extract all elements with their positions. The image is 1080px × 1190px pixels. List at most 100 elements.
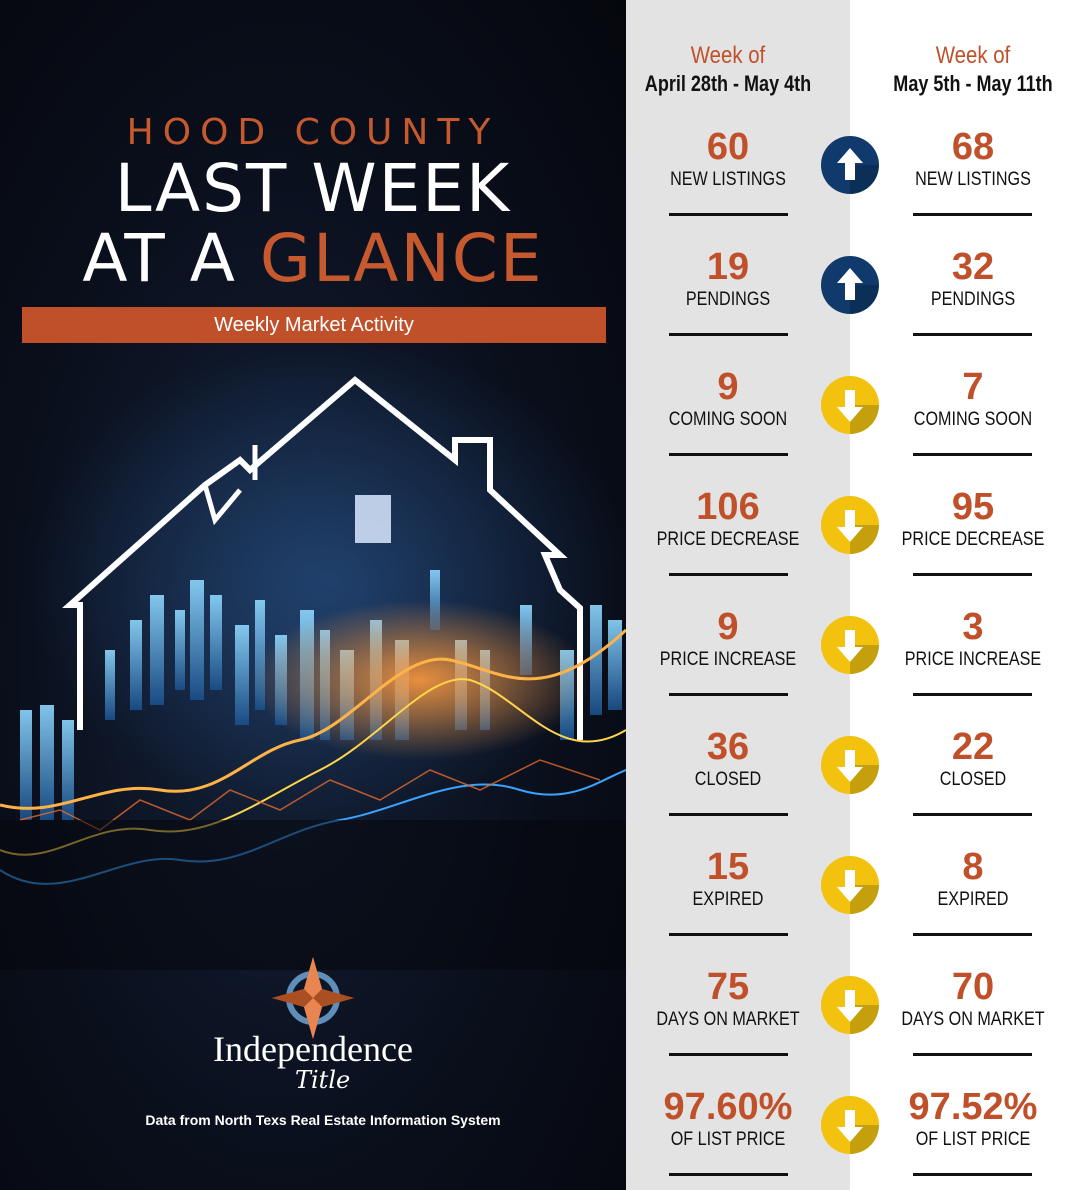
metric-cell-curr: 97.52% OF LIST PRICE <box>872 1086 1074 1152</box>
headline-line-2: AT A GLANCE <box>0 226 626 292</box>
current-week-column <box>850 0 1080 1190</box>
data-source-note: Data from North Texs Real Estate Informa… <box>145 1112 501 1128</box>
metric-value: 15 <box>706 846 750 888</box>
metric-divider <box>913 1053 1032 1056</box>
metric-value: 9 <box>717 606 739 648</box>
current-week-of-label: Week of <box>935 42 1011 69</box>
metric-divider <box>913 933 1032 936</box>
metric-value: 97.60% <box>663 1086 793 1128</box>
metric-value: 19 <box>706 246 750 288</box>
arrow-up-icon <box>821 256 879 314</box>
metric-value: 36 <box>706 726 750 768</box>
metric-label: COMING SOON <box>668 409 788 430</box>
metric-divider <box>913 333 1032 336</box>
metric-cell-curr: 68 NEW LISTINGS <box>872 126 1074 192</box>
headline-line-2-prefix: AT A <box>82 220 260 297</box>
metric-value: 8 <box>962 846 984 888</box>
house-chart-illustration <box>0 350 626 970</box>
trend-line-orange <box>0 628 626 810</box>
metric-label: CLOSED <box>939 769 1007 790</box>
metric-value: 22 <box>951 726 995 768</box>
metric-label: DAYS ON MARKET <box>656 1009 800 1030</box>
metric-label: OF LIST PRICE <box>915 1129 1031 1150</box>
arrow-down-icon <box>821 856 879 914</box>
metric-label: EXPIRED <box>937 889 1009 910</box>
metric-label: NEW LISTINGS <box>670 169 786 190</box>
metric-divider <box>913 813 1032 816</box>
metric-value: 32 <box>951 246 995 288</box>
arrow-down-icon <box>821 736 879 794</box>
arrow-down-icon <box>821 376 879 434</box>
metric-value: 106 <box>696 486 760 528</box>
metric-value: 75 <box>706 966 750 1008</box>
brand-name: Independence <box>213 1029 413 1069</box>
arrow-down-icon <box>821 976 879 1034</box>
hero-panel: HOOD COUNTY LAST WEEK AT A GLANCE Weekly… <box>0 0 626 1190</box>
previous-week-column <box>626 0 850 1190</box>
metric-label: CLOSED <box>694 769 762 790</box>
metric-cell-prev: 9 PRICE INCREASE <box>636 606 820 672</box>
metric-cell-prev: 9 COMING SOON <box>636 366 820 432</box>
metric-cell-curr: 32 PENDINGS <box>872 246 1074 312</box>
metric-cell-prev: 15 EXPIRED <box>636 846 820 912</box>
metric-label: PENDINGS <box>685 289 771 310</box>
arrow-down-icon <box>821 496 879 554</box>
metric-divider <box>669 813 788 816</box>
metric-cell-curr: 95 PRICE DECREASE <box>872 486 1074 552</box>
star-logo-icon <box>272 957 354 1039</box>
arrow-down-icon <box>821 1096 879 1154</box>
metric-cell-curr: 22 CLOSED <box>872 726 1074 792</box>
metric-value: 9 <box>717 366 739 408</box>
metric-cell-prev: 60 NEW LISTINGS <box>636 126 820 192</box>
metric-divider <box>669 933 788 936</box>
headline-line-1: LAST WEEK <box>114 150 512 227</box>
metric-value: 97.52% <box>908 1086 1038 1128</box>
weekly-activity-banner: Weekly Market Activity <box>22 307 606 343</box>
metric-divider <box>913 693 1032 696</box>
metric-value: 70 <box>951 966 995 1008</box>
metric-label: OF LIST PRICE <box>670 1129 786 1150</box>
metric-divider <box>669 213 788 216</box>
metric-divider <box>913 1173 1032 1176</box>
metric-divider <box>669 1053 788 1056</box>
metric-divider <box>913 453 1032 456</box>
metric-value: 95 <box>951 486 995 528</box>
metric-label: PRICE DECREASE <box>901 529 1045 550</box>
previous-week-header: Week of April 28th - May 4th <box>626 42 830 98</box>
previous-week-range: April 28th - May 4th <box>644 71 812 96</box>
metric-cell-curr: 3 PRICE INCREASE <box>872 606 1074 672</box>
county-heading: HOOD COUNTY <box>126 112 500 153</box>
arrow-down-icon <box>821 616 879 674</box>
metric-cell-curr: 7 COMING SOON <box>872 366 1074 432</box>
metric-divider <box>669 333 788 336</box>
brand-subtitle: Title <box>295 1066 351 1094</box>
metric-cell-curr: 8 EXPIRED <box>872 846 1074 912</box>
metric-divider <box>669 453 788 456</box>
metric-divider <box>669 1173 788 1176</box>
metric-cell-prev: 19 PENDINGS <box>636 246 820 312</box>
metric-label: PRICE INCREASE <box>904 649 1042 670</box>
metric-cell-prev: 36 CLOSED <box>636 726 820 792</box>
metric-cell-curr: 70 DAYS ON MARKET <box>872 966 1074 1032</box>
metric-label: PENDINGS <box>930 289 1016 310</box>
metric-value: 3 <box>962 606 984 648</box>
metric-cell-prev: 106 PRICE DECREASE <box>636 486 820 552</box>
house-outline-icon <box>62 376 583 740</box>
metric-cell-prev: 97.60% OF LIST PRICE <box>636 1086 820 1152</box>
metric-value: 7 <box>962 366 984 408</box>
metric-value: 68 <box>951 126 995 168</box>
previous-week-of-label: Week of <box>690 42 766 69</box>
metric-label: NEW LISTINGS <box>915 169 1031 190</box>
metric-value: 60 <box>706 126 750 168</box>
metric-divider <box>913 573 1032 576</box>
metric-divider <box>913 213 1032 216</box>
metric-label: COMING SOON <box>913 409 1033 430</box>
metric-label: PRICE INCREASE <box>659 649 797 670</box>
metric-label: PRICE DECREASE <box>656 529 800 550</box>
current-week-range: May 5th - May 11th <box>893 71 1053 96</box>
arrow-up-icon <box>821 136 879 194</box>
metric-label: DAYS ON MARKET <box>901 1009 1045 1030</box>
current-week-header: Week of May 5th - May 11th <box>870 42 1076 98</box>
metric-label: EXPIRED <box>692 889 764 910</box>
metric-divider <box>669 573 788 576</box>
